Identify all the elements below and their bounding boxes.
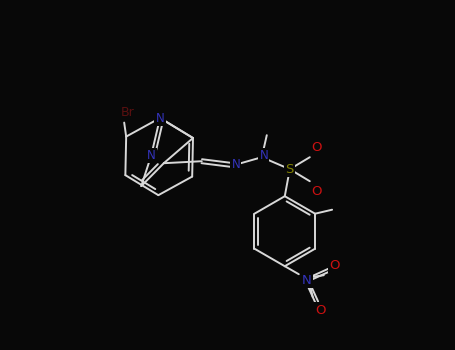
- Text: O: O: [312, 185, 322, 198]
- Text: N: N: [259, 149, 268, 162]
- Text: O: O: [329, 259, 340, 272]
- Text: N: N: [147, 149, 156, 162]
- Text: O: O: [315, 304, 326, 317]
- Text: O: O: [312, 141, 322, 154]
- Text: N: N: [232, 158, 240, 171]
- Text: Br: Br: [120, 106, 134, 119]
- Text: S: S: [286, 163, 294, 176]
- Text: N: N: [302, 274, 312, 287]
- Text: N: N: [156, 112, 164, 125]
